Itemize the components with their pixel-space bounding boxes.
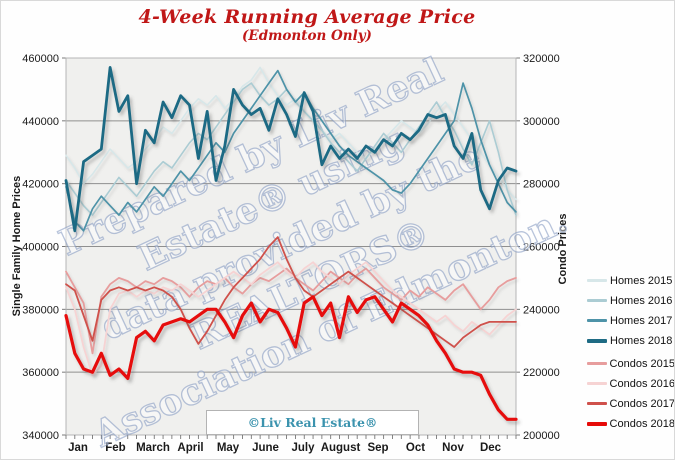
legend-item-condos-2017: Condos 2017 xyxy=(587,396,675,411)
legend-item-condos-2015: Condos 2015 xyxy=(587,356,675,371)
x-month-label: Sep xyxy=(367,442,388,454)
chart-subtitle: (Edmonton Only) xyxy=(242,28,372,44)
series-line-homes-2018 xyxy=(64,66,518,233)
footer-text: ©Liv Real Estate® xyxy=(247,415,378,430)
legend-label: Condos 2016 xyxy=(609,377,675,390)
y-left-tick-label: 400000 xyxy=(22,242,59,254)
legend-swatch xyxy=(587,279,607,282)
x-month-label: Jan xyxy=(68,442,88,454)
chart-title: 4-Week Running Average Price xyxy=(138,6,476,28)
legend-swatch xyxy=(587,299,607,302)
x-month-label: May xyxy=(217,442,240,454)
legend-label: Homes 2016 xyxy=(610,294,673,307)
y-right-tick-label: 280000 xyxy=(523,179,560,191)
legend-label: Homes 2015 xyxy=(610,274,673,287)
x-month-label: July xyxy=(291,442,315,454)
series-line-condos-2017 xyxy=(65,236,517,348)
legend: Homes 2015 Homes 2016 Homes 2017 Homes 2018… xyxy=(587,273,675,436)
y-right-tick-label: 200000 xyxy=(523,430,560,442)
x-month-label: Dec xyxy=(480,442,502,454)
series-line-condos-2016 xyxy=(65,261,517,377)
legend-item-homes-2018: Homes 2018 xyxy=(587,333,674,348)
legend-label: Homes 2017 xyxy=(610,314,673,327)
legend-item-condos-2018: Condos 2018 xyxy=(587,416,675,431)
series-line-condos-2015 xyxy=(65,267,517,355)
legend-label: Homes 2018 xyxy=(610,334,673,347)
title-block: 4-Week Running Average Price (Edmonton O… xyxy=(1,6,613,44)
legend-swatch xyxy=(587,362,607,365)
legend-label: Condos 2017 xyxy=(609,397,675,410)
y-left-tick-label: 460000 xyxy=(22,53,59,65)
series-line-homes-2017 xyxy=(65,69,517,232)
x-month-label: Oct xyxy=(406,442,425,454)
legend-swatch xyxy=(587,402,607,405)
y-left-tick-label: 340000 xyxy=(22,430,59,442)
legend-swatch xyxy=(587,338,607,343)
legend-item-homes-2017: Homes 2017 xyxy=(587,313,674,328)
y-left-tick-label: 440000 xyxy=(22,116,59,128)
x-month-label: Nov xyxy=(442,442,464,454)
footer-box: ©Liv Real Estate® xyxy=(206,410,419,435)
y-right-tick-label: 320000 xyxy=(523,53,560,65)
legend-item-homes-2015: Homes 2015 xyxy=(587,273,674,288)
legend-swatch xyxy=(587,319,607,322)
y-right-tick-label: 300000 xyxy=(523,116,560,128)
x-month-label: April xyxy=(177,442,203,454)
legend-swatch xyxy=(587,382,607,385)
legend-label: Condos 2018 xyxy=(609,417,675,430)
x-month-label: June xyxy=(252,442,279,454)
y-right-tick-label: 240000 xyxy=(523,304,560,316)
legend-label: Condos 2015 xyxy=(609,357,675,370)
legend-swatch xyxy=(587,421,607,426)
legend-item-homes-2016: Homes 2016 xyxy=(587,293,674,308)
y-right-tick-label: 260000 xyxy=(523,242,560,254)
x-month-label: Feb xyxy=(105,442,125,454)
y-left-tick-label: 420000 xyxy=(22,179,59,191)
series-line-condos-2018 xyxy=(64,295,518,421)
y-left-tick-label: 380000 xyxy=(22,304,59,316)
y-right-tick-label: 220000 xyxy=(523,367,560,379)
x-month-label: March xyxy=(136,442,170,454)
x-month-label: August xyxy=(321,442,361,454)
y-left-tick-label: 360000 xyxy=(22,367,59,379)
legend-item-condos-2016: Condos 2016 xyxy=(587,376,675,391)
